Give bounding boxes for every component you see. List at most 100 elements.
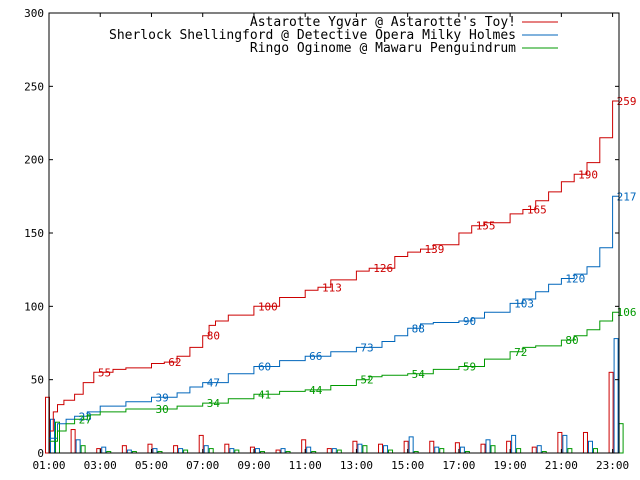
hourly-bar-red [224, 443, 230, 454]
hourly-bar-blue [536, 445, 542, 454]
data-label: 80 [565, 334, 578, 347]
data-label: 126 [373, 262, 393, 275]
hourly-bar-blue [485, 439, 491, 454]
data-label: 120 [565, 272, 585, 285]
hourly-bar-green [567, 448, 573, 454]
hourly-bar-green [208, 448, 214, 454]
hourly-bar-blue [75, 439, 81, 454]
data-label: 139 [424, 243, 444, 256]
hourly-bar-blue [587, 440, 593, 454]
data-label: 30 [155, 403, 168, 416]
hourly-bar-blue [280, 448, 286, 454]
plot-frame [48, 12, 620, 454]
data-label: 52 [360, 374, 373, 387]
series-line-1 [49, 134, 620, 439]
y-tick-label: 200 [24, 154, 44, 167]
legend: Astarotte Ygvar @ Astarotte's Toy!Sherlo… [109, 15, 558, 56]
data-label: 259 [617, 95, 637, 108]
hourly-bar-green [362, 445, 368, 454]
hourly-bar-red [121, 445, 127, 454]
cumulative-lines [49, 73, 620, 442]
axes: 0 50 100 150 200 250 300 01:00 03:00 05:00 07:00 09… [24, 7, 629, 472]
data-label: 23 [79, 410, 92, 423]
hourly-bar-blue [511, 434, 517, 454]
data-label: 100 [258, 300, 278, 313]
data-labels: 55 62 80 100 113 126 139 155 165 190 259 23 39 47 60 66… [79, 95, 637, 426]
x-tick-label: 11:00 [289, 459, 322, 472]
hourly-bar-blue [50, 418, 55, 454]
hourly-bar-blue [254, 448, 260, 454]
data-label: 90 [463, 315, 476, 328]
hourly-bar-blue [562, 434, 568, 454]
hourly-bar-blue [408, 436, 414, 454]
x-tick-label: 13:00 [340, 459, 373, 472]
hourly-bar-green [516, 448, 522, 454]
hourly-bar-red [378, 443, 384, 454]
hourly-bar-red [326, 448, 332, 454]
hourly-bar-blue [229, 448, 235, 454]
x-tick-label: 01:00 [32, 459, 65, 472]
data-label: 44 [309, 384, 323, 397]
data-label: 59 [463, 360, 476, 373]
x-tick-label: 03:00 [84, 459, 117, 472]
hourly-bar-blue [613, 338, 619, 454]
hourly-bar-red [582, 431, 588, 454]
data-label: 106 [617, 306, 637, 319]
y-tick-label: 0 [37, 447, 44, 460]
x-tick-label: 17:00 [442, 459, 475, 472]
legend-entry: Ringo Oginome @ Mawaru Penguindrum [250, 41, 516, 56]
y-tick-label: 150 [24, 227, 44, 240]
y-tick-label: 300 [24, 7, 44, 20]
data-label: 113 [322, 281, 342, 294]
hourly-bar-green [490, 445, 496, 454]
series-line-2 [49, 297, 620, 442]
data-label: 27 [79, 413, 92, 426]
hourly-bar-red [531, 446, 537, 454]
data-label: 47 [207, 377, 220, 390]
data-label: 80 [207, 330, 220, 343]
data-label: 73 [360, 341, 373, 354]
data-label: 217 [617, 190, 637, 203]
y-tick-label: 50 [31, 374, 44, 387]
data-label: 60 [258, 360, 271, 373]
hourly-bar-green [439, 448, 445, 454]
data-label: 54 [412, 368, 426, 381]
y-tick-label: 250 [24, 80, 44, 93]
data-label: 72 [514, 346, 527, 359]
hourly-bars [45, 338, 624, 454]
hourly-bar-red [70, 429, 76, 454]
hourly-bar-blue [331, 448, 337, 454]
hourly-bar-green [618, 423, 624, 454]
data-label: 66 [309, 350, 322, 363]
hourly-bar-red [608, 371, 614, 454]
hourly-bar-blue [383, 445, 389, 454]
hourly-bar-blue [459, 446, 465, 454]
hourly-bar-blue [101, 446, 107, 454]
x-tick-label: 07:00 [186, 459, 219, 472]
hourly-bar-red [429, 440, 435, 454]
hourly-bar-blue [357, 443, 363, 454]
hourly-bar-blue [203, 445, 209, 454]
x-tick-label: 09:00 [237, 459, 270, 472]
x-tick-label: 21:00 [545, 459, 578, 472]
hourly-bar-blue [434, 446, 440, 454]
legend-entry: Astarotte Ygvar @ Astarotte's Toy! [250, 15, 516, 30]
data-label: 165 [527, 204, 547, 217]
hourly-bar-red [480, 443, 486, 454]
data-label: 34 [207, 397, 221, 410]
x-tick-label: 19:00 [494, 459, 527, 472]
hourly-bar-green [592, 448, 598, 454]
hourly-bar-blue [306, 446, 312, 454]
data-label: 55 [98, 366, 111, 379]
hourly-bar-blue [152, 448, 158, 454]
data-label: 41 [258, 388, 271, 401]
y-tick-label: 100 [24, 300, 44, 313]
legend-entry: Sherlock Shellingford @ Detective Opera … [109, 28, 516, 43]
series-line-0 [49, 73, 620, 432]
data-label: 155 [476, 220, 496, 233]
x-tick-label: 23:00 [596, 459, 629, 472]
data-label: 190 [578, 168, 598, 181]
hourly-bar-red [173, 445, 179, 454]
data-label: 88 [412, 322, 425, 335]
